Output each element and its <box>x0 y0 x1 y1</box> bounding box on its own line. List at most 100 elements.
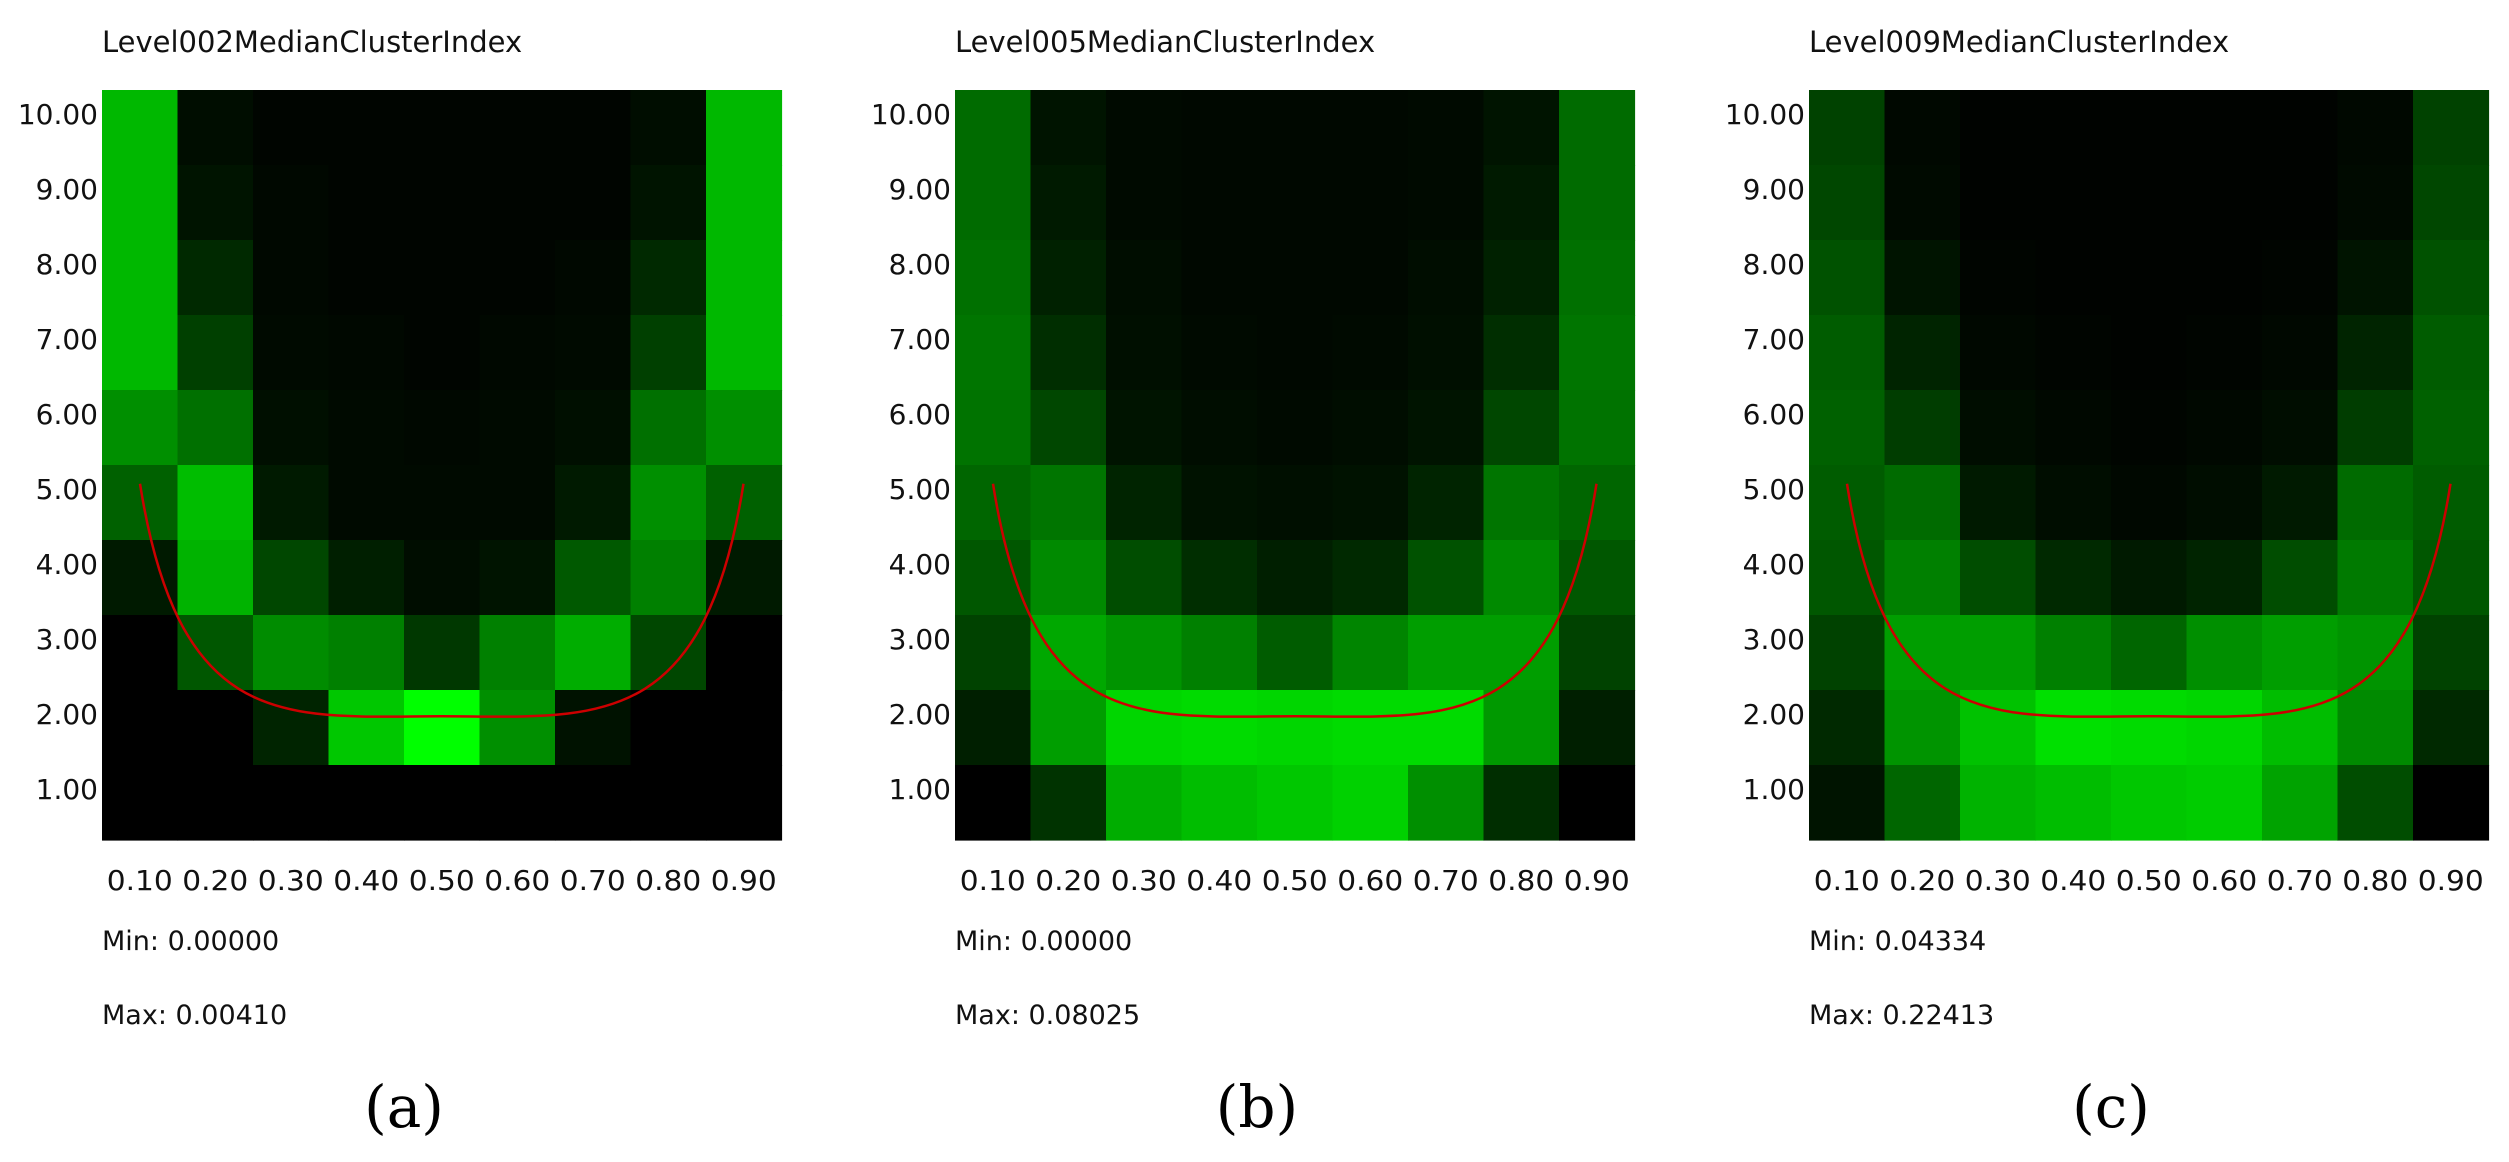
heatmap-cell <box>404 165 481 241</box>
heatmap-cell <box>2035 315 2112 391</box>
chart-title: Level005MedianClusterIndex <box>955 25 1375 59</box>
heatmap-cell <box>1181 765 1258 841</box>
y-tick-label: 5.00 <box>1743 473 1805 506</box>
heatmap-cell <box>177 240 254 316</box>
heatmap-cell <box>1181 390 1258 466</box>
heatmap-cell <box>955 465 1032 541</box>
max-label: Max: 0.22413 <box>1809 1000 1994 1031</box>
x-tick-label: 0.80 <box>635 864 701 897</box>
heatmap-cell <box>2186 540 2263 616</box>
heatmap-cell <box>328 315 405 391</box>
heatmap-panel-b: Level005MedianClusterIndex 10.00 9.00 8.00… <box>853 0 1689 1162</box>
heatmap-cell <box>1884 765 1961 841</box>
heatmap-cell <box>1809 315 1886 391</box>
heatmap-cell <box>706 765 783 841</box>
x-tick-label: 0.30 <box>1965 864 2031 897</box>
heatmap-cell <box>1030 165 1107 241</box>
heatmap-cell <box>479 240 556 316</box>
heatmap-cell <box>1106 615 1183 691</box>
heatmap-cell <box>479 90 556 166</box>
heatmap-cell <box>2337 690 2414 766</box>
heatmap-cell <box>1030 315 1107 391</box>
heatmap-cell <box>555 315 632 391</box>
heatmap-cell <box>2186 390 2263 466</box>
x-tick-label: 0.60 <box>1337 864 1403 897</box>
y-tick-label: 1.00 <box>889 773 951 806</box>
heatmap-cell <box>1559 315 1636 391</box>
heatmap-cell <box>1332 390 1409 466</box>
heatmap-cell <box>177 615 254 691</box>
x-tick-label: 0.70 <box>2267 864 2333 897</box>
heatmap-cell <box>1559 615 1636 691</box>
panel-label: (c) <box>2072 1073 2150 1141</box>
heatmap-cell <box>253 390 330 466</box>
heatmap-cell <box>555 90 632 166</box>
y-tick-label: 5.00 <box>36 473 98 506</box>
heatmap-cell <box>706 390 783 466</box>
heatmap-cell <box>328 90 405 166</box>
heatmap-cell <box>2035 390 2112 466</box>
heatmap-cell <box>1332 90 1409 166</box>
heatmap-cell <box>1884 540 1961 616</box>
x-axis-ticks: 0.10 0.20 0.30 0.40 0.50 0.60 0.70 0.80 0.90 <box>107 864 777 897</box>
heatmap-cell <box>479 165 556 241</box>
heatmap-cell <box>177 315 254 391</box>
x-tick-label: 0.90 <box>2418 864 2484 897</box>
y-tick-label: 3.00 <box>1743 623 1805 656</box>
y-tick-label: 7.00 <box>1743 323 1805 356</box>
heatmap-cell <box>102 315 179 391</box>
heatmap-cell <box>555 165 632 241</box>
heatmap-cell <box>2262 90 2339 166</box>
heatmap-cell <box>1408 90 1485 166</box>
heatmap-cell <box>102 165 179 241</box>
heatmap-cell <box>2337 315 2414 391</box>
heatmap-cell <box>1030 90 1107 166</box>
heatmap-cell <box>2337 165 2414 241</box>
heatmap-cell <box>328 240 405 316</box>
heatmap-cell <box>253 240 330 316</box>
heatmap-cell <box>955 165 1032 241</box>
heatmap-cell <box>1106 90 1183 166</box>
heatmap-cell <box>1884 90 1961 166</box>
heatmap-cell <box>955 540 1032 616</box>
heatmap-cell <box>630 690 707 766</box>
heatmap-cell <box>1257 315 1334 391</box>
y-tick-label: 10.00 <box>1725 98 1805 131</box>
heatmap-cell <box>2262 465 2339 541</box>
heatmap-cell <box>1332 240 1409 316</box>
heatmap-cell <box>1884 315 1961 391</box>
heatmap-cell <box>1030 690 1107 766</box>
chart-title: Level002MedianClusterIndex <box>102 25 522 59</box>
heatmap-cell <box>102 765 179 841</box>
heatmap-cell <box>2186 690 2263 766</box>
heatmap-cell <box>2337 540 2414 616</box>
heatmap-cell <box>2186 615 2263 691</box>
heatmap-cell <box>404 315 481 391</box>
heatmap-cell <box>404 615 481 691</box>
heatmap-cell <box>2035 240 2112 316</box>
heatmap-cell <box>1559 765 1636 841</box>
heatmap-cell <box>1332 165 1409 241</box>
heatmap-cell <box>555 390 632 466</box>
heatmap-cell <box>1884 390 1961 466</box>
heatmap-cell <box>1332 690 1409 766</box>
x-tick-label: 0.50 <box>1262 864 1328 897</box>
heatmap-cell <box>253 465 330 541</box>
heatmap-cell <box>404 690 481 766</box>
heatmap-cell <box>2186 165 2263 241</box>
heatmap-cell <box>2262 240 2339 316</box>
heatmap-cell <box>955 390 1032 466</box>
heatmap-cell <box>1884 165 1961 241</box>
x-tick-label: 0.40 <box>333 864 399 897</box>
heatmap-cell <box>1332 465 1409 541</box>
heatmap-cell <box>1960 315 2037 391</box>
heatmap-cell <box>555 240 632 316</box>
x-tick-label: 0.50 <box>409 864 475 897</box>
y-axis-ticks: 10.00 9.00 8.00 7.00 6.00 5.00 4.00 3.00 2.00 1.0… <box>871 98 951 806</box>
heatmap-cell <box>1408 465 1485 541</box>
heatmap-cell <box>177 90 254 166</box>
heatmap-cell <box>1483 540 1560 616</box>
heatmap-cell <box>630 765 707 841</box>
y-tick-label: 1.00 <box>36 773 98 806</box>
heatmap-cell <box>706 90 783 166</box>
